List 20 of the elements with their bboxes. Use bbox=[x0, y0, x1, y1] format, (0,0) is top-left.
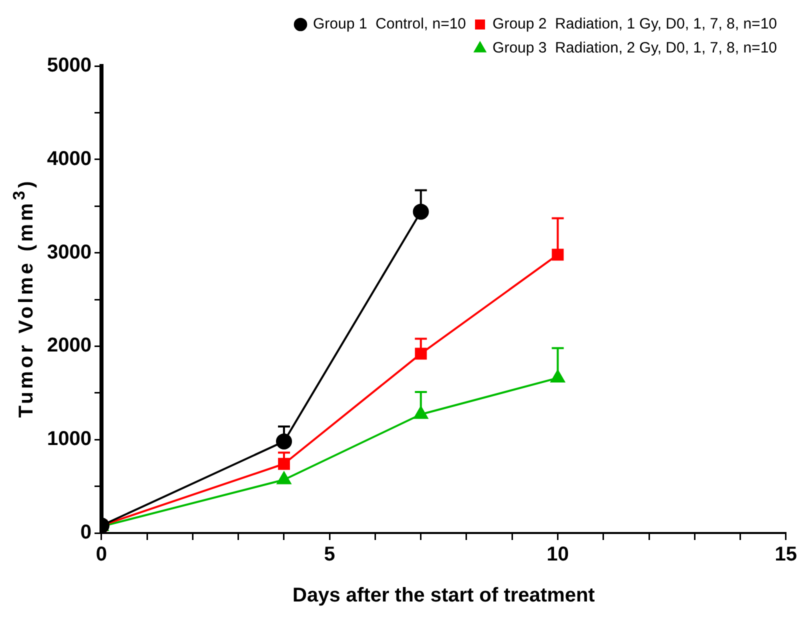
x-axis-title: Days after the start of treatment bbox=[292, 584, 596, 607]
x-tick-label: 5 bbox=[324, 544, 336, 566]
x-tick-label: 0 bbox=[96, 544, 108, 566]
point bbox=[278, 458, 290, 470]
y-tick-label: 1000 bbox=[46, 428, 92, 450]
point bbox=[276, 472, 292, 484]
y-tick-label: 4000 bbox=[46, 148, 92, 170]
x-tick-label: 15 bbox=[774, 544, 797, 566]
y-tick-label: 2000 bbox=[46, 334, 92, 357]
y-tick-label: 3000 bbox=[46, 241, 92, 264]
legend-label: Group 3 Radiation, 2 Gy, D0, 1, 7, 8, n=10 bbox=[492, 40, 778, 57]
point bbox=[412, 204, 429, 220]
point bbox=[276, 433, 292, 450]
point bbox=[414, 348, 427, 360]
x-tick-label: 10 bbox=[546, 544, 569, 566]
point bbox=[552, 248, 564, 261]
legend-label: Group 2 Radiation, 1 Gy, D0, 1, 7, 8, n=10 bbox=[492, 16, 778, 33]
y-tick-label: 0 bbox=[80, 522, 92, 544]
legend-label: Group 1 Control, n=10 bbox=[313, 16, 466, 33]
y-tick-label: 5000 bbox=[46, 54, 92, 77]
